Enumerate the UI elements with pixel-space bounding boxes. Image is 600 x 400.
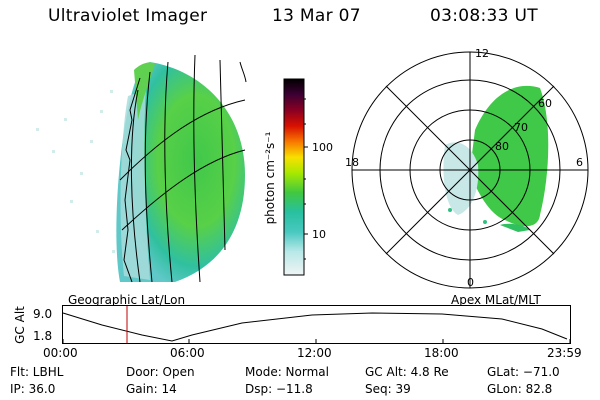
seq-info: Seq: 39 (365, 382, 411, 396)
xtick-0000: 00:00 (43, 346, 78, 360)
altitude-ytick-high: 9.0 (33, 307, 53, 321)
glat-info: GLat: −71.0 (487, 365, 560, 379)
mode-info: Mode: Normal (245, 365, 329, 379)
colorbar (283, 78, 308, 276)
mlt-label-0: 0 (467, 276, 474, 289)
filter-info: Flt: LBHL (10, 365, 64, 379)
altitude-plot (62, 305, 571, 344)
door-info: Door: Open (126, 365, 195, 379)
apex-label: Apex MLat/MLT (451, 293, 541, 307)
mlt-label-18: 18 (345, 156, 359, 169)
xtick-1800: 18:00 (424, 346, 459, 360)
mlat-label-80: 80 (495, 140, 509, 153)
time-label: 03:08:33 UT (430, 6, 538, 26)
altitude-ytick-low: 1.8 (33, 329, 53, 343)
colorbar-tick-10: 10 (312, 228, 326, 241)
polar-plot (351, 51, 589, 289)
xtick-1200: 12:00 (297, 346, 332, 360)
mlt-label-12: 12 (475, 47, 489, 60)
colorbar-tick-100: 100 (312, 141, 333, 154)
date-label: 13 Mar 07 (272, 6, 361, 26)
geographic-label: Geographic Lat/Lon (68, 293, 186, 307)
altitude-ylabel: GC Alt (13, 306, 27, 344)
gc-alt-info: GC Alt: 4.8 Re (365, 365, 449, 379)
xtick-0600: 06:00 (170, 346, 205, 360)
mlat-label-70: 70 (514, 121, 528, 134)
mlat-label-60: 60 (538, 97, 552, 110)
glon-info: GLon: 82.8 (487, 382, 553, 396)
colorbar-unit-label: photon cm⁻²s⁻¹ (263, 131, 277, 225)
ip-info: IP: 36.0 (10, 382, 56, 396)
instrument-title: Ultraviolet Imager (48, 6, 208, 26)
xtick-2359: 23:59 (547, 346, 582, 360)
mlt-label-6: 6 (576, 156, 583, 169)
gain-info: Gain: 14 (126, 382, 177, 396)
dsp-info: Dsp: −11.8 (245, 382, 313, 396)
